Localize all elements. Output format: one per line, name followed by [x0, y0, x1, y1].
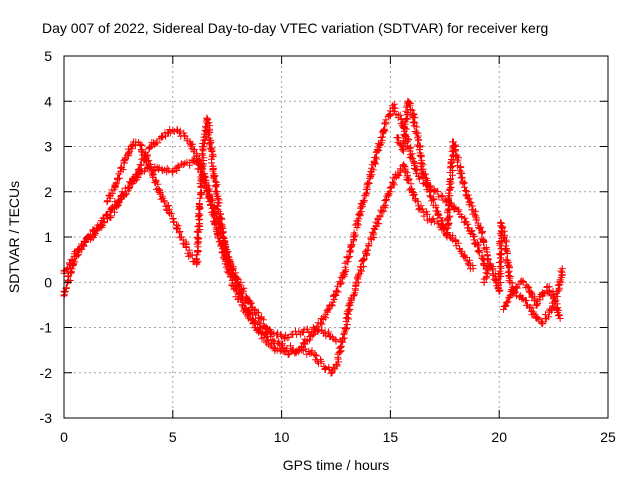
data-point	[177, 233, 193, 260]
data-point	[114, 184, 133, 206]
data-point	[556, 314, 564, 322]
y-axis-title: SDTVAR / TECUs	[6, 181, 22, 293]
series-track-a	[60, 100, 490, 359]
data-point	[125, 169, 143, 191]
data-point	[141, 152, 153, 167]
y-tick-label: -3	[40, 410, 53, 426]
data-point	[223, 256, 242, 284]
data-point	[104, 198, 122, 220]
x-tick-label: 15	[383, 429, 399, 445]
data-point	[347, 211, 364, 250]
data-point	[497, 219, 510, 246]
data-point	[453, 156, 469, 188]
data-point	[521, 296, 537, 319]
data-point	[465, 224, 481, 248]
data-point	[328, 273, 345, 310]
data-point	[136, 140, 147, 159]
data-point	[484, 256, 492, 264]
data-point	[60, 269, 75, 300]
x-tick-label: 20	[491, 429, 507, 445]
x-tick-label: 0	[60, 429, 68, 445]
y-tick-label: -1	[40, 320, 53, 336]
data-point	[245, 296, 263, 322]
data-point	[417, 205, 431, 224]
data-point	[365, 218, 380, 250]
data-point	[554, 267, 566, 295]
data-point	[151, 177, 167, 203]
data-point	[404, 97, 415, 113]
data-point	[551, 296, 563, 320]
data-point	[460, 183, 476, 214]
data-point	[442, 138, 458, 241]
data-point	[288, 344, 305, 357]
data-point	[103, 181, 119, 206]
data-point	[469, 206, 486, 237]
x-tick-label: 10	[274, 429, 290, 445]
data-point	[382, 174, 398, 205]
data-point	[203, 114, 221, 195]
data-point	[310, 351, 329, 373]
data-point	[267, 328, 285, 339]
y-tick-label: 4	[44, 93, 52, 109]
series-track-e	[480, 219, 566, 328]
data-point	[513, 292, 527, 303]
data-point	[501, 242, 514, 285]
data-point	[192, 143, 208, 268]
data-point	[341, 298, 355, 336]
y-tick-label: 2	[44, 184, 52, 200]
data-point	[212, 188, 231, 263]
data-point	[160, 197, 177, 222]
data-point	[365, 148, 381, 188]
data-point	[332, 337, 340, 345]
data-point	[299, 345, 316, 358]
y-tick-label: 5	[44, 48, 52, 64]
data-point	[356, 246, 371, 277]
data-point	[408, 106, 421, 137]
data-point	[334, 330, 348, 363]
data-point	[426, 215, 441, 226]
data-point	[558, 265, 566, 273]
data-point	[69, 244, 85, 264]
series-track-f	[500, 277, 564, 322]
data-point	[251, 324, 270, 347]
data-point	[112, 157, 128, 188]
x-axis-title: GPS time / hours	[283, 457, 390, 473]
data-point	[373, 120, 389, 155]
chart-title: Day 007 of 2022, Sidereal Day-to-day VTE…	[42, 20, 548, 36]
series-track-c	[103, 114, 340, 345]
data-point	[450, 138, 462, 162]
data-point	[121, 140, 137, 164]
y-tick-label: -2	[40, 365, 53, 381]
data-point	[373, 196, 389, 228]
data-point	[532, 291, 545, 309]
data-point	[430, 187, 445, 201]
data-point	[460, 251, 477, 273]
series-track-d	[393, 97, 492, 264]
data-point	[256, 313, 274, 335]
data-point	[158, 126, 174, 141]
data-point	[356, 179, 372, 218]
y-tick-label: 1	[44, 229, 52, 245]
data-point	[299, 323, 317, 337]
x-tick-label: 5	[169, 429, 177, 445]
y-tick-label: 3	[44, 139, 52, 155]
data-point	[452, 236, 467, 260]
data-points	[60, 97, 566, 377]
data-point	[339, 242, 356, 282]
data-point	[130, 138, 143, 149]
data-point	[469, 265, 477, 273]
data-point	[413, 129, 427, 174]
data-point	[347, 271, 362, 304]
y-tick-label: 0	[44, 274, 52, 290]
axis-ticks: 0 5 10 15 20 25 -3 -2 -1 0 1 2 3 4 5	[40, 48, 616, 445]
data-point	[419, 165, 434, 194]
data-point	[406, 147, 421, 174]
data-point	[310, 326, 328, 337]
data-point	[389, 100, 405, 123]
data-point	[234, 278, 252, 306]
x-tick-label: 25	[600, 429, 616, 445]
data-point	[473, 241, 490, 273]
